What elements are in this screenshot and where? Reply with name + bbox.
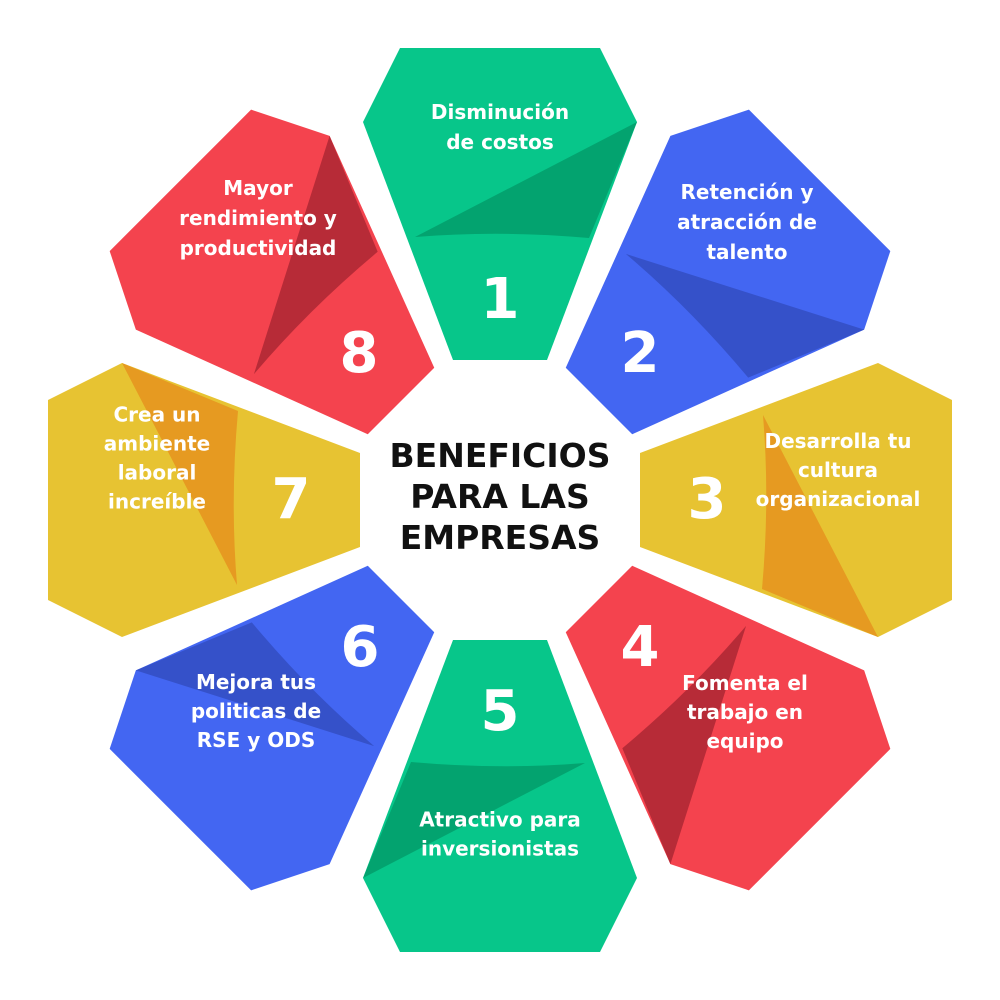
benefit-segment-7: Crea un ambiente laboral increíble 7: [48, 363, 360, 637]
segment-5-label-line-2: inversionistas: [421, 837, 579, 861]
segment-2-label-line-3: talento: [706, 240, 787, 264]
center-title: BENEFICIOS PARA LAS EMPRESAS: [390, 436, 611, 557]
segment-8-label-line-3: productividad: [180, 236, 337, 260]
segment-fill-4: [565, 565, 891, 891]
segment-fill-2: [565, 109, 891, 435]
segment-shape-1: [363, 48, 637, 360]
segment-number-2: 2: [621, 321, 660, 386]
segment-shade-6: [135, 622, 375, 747]
segment-8-label-line-2: rendimiento y: [179, 206, 337, 230]
segment-number-6: 6: [341, 615, 380, 680]
segment-shape-7: [48, 363, 360, 637]
segment-number-3: 3: [688, 467, 727, 532]
segment-shape-3: [640, 363, 952, 637]
segments: Disminución de costos 1 Retención y atracció…: [48, 48, 952, 952]
segment-7-label-line-2: ambiente: [104, 432, 210, 456]
segment-number-7: 7: [272, 467, 311, 532]
segment-number-4: 4: [621, 615, 660, 680]
segment-4-label-line-3: equipo: [706, 729, 783, 753]
segment-3-label-line-2: cultura: [798, 458, 878, 482]
segment-shape-8: [109, 109, 435, 435]
segment-3-label-line-3: organizacional: [756, 487, 921, 511]
segment-2-label-line-2: atracción de: [677, 210, 817, 234]
segment-5-label-line-1: Atractivo para: [419, 808, 581, 832]
segment-7-label-line-1: Crea un: [113, 403, 200, 427]
segment-shape-4: [565, 565, 891, 891]
segment-number-5: 5: [481, 679, 520, 744]
center-title-line-1: BENEFICIOS: [390, 436, 611, 475]
benefit-segment-1: Disminución de costos 1: [363, 48, 637, 360]
segment-1-label-line-1: Disminución: [431, 100, 569, 124]
segment-shape-6: [109, 565, 435, 891]
center-title-line-3: EMPRESAS: [400, 518, 601, 557]
segment-shade-1: [415, 122, 637, 238]
segment-number-1: 1: [481, 267, 520, 332]
segment-shade-3: [762, 415, 878, 637]
segment-fill-8: [109, 109, 435, 435]
segment-6-label-line-3: RSE y ODS: [197, 728, 315, 752]
segment-7-label-line-4: increíble: [108, 490, 206, 514]
segment-shape-2: [565, 109, 891, 435]
segment-4-label-line-1: Fomenta el: [682, 671, 808, 695]
segment-shape-5: [363, 640, 637, 952]
segment-shade-7: [122, 363, 238, 585]
center-title-line-2: PARA LAS: [410, 477, 589, 516]
segment-7-label-line-3: laboral: [118, 461, 197, 485]
segment-shade-2: [625, 253, 865, 378]
segment-4-label-line-2: trabajo en: [687, 700, 803, 724]
segment-shade-5: [363, 762, 585, 878]
benefit-segment-8: Mayor rendimiento y productividad 8: [109, 109, 435, 435]
segment-number-8: 8: [340, 321, 379, 386]
benefit-segment-3: Desarrolla tu cultura organizacional 3: [640, 363, 952, 637]
segment-3-label-line-1: Desarrolla tu: [764, 429, 911, 453]
benefit-segment-5: Atractivo para inversionistas 5: [363, 640, 637, 952]
segment-2-label-line-1: Retención y: [680, 180, 813, 204]
benefit-segment-6: Mejora tus politicas de RSE y ODS 6: [109, 565, 435, 891]
segment-shade-8: [253, 135, 378, 375]
segment-fill-6: [109, 565, 435, 891]
segment-6-label-line-2: politicas de: [191, 699, 321, 723]
segment-1-label-line-2: de costos: [446, 130, 554, 154]
benefit-segment-2: Retención y atracción de talento 2: [565, 109, 891, 435]
segment-shade-4: [622, 625, 747, 865]
segment-8-label-line-1: Mayor: [223, 176, 293, 200]
benefit-segment-4: Fomenta el trabajo en equipo 4: [565, 565, 891, 891]
segment-6-label-line-1: Mejora tus: [196, 670, 316, 694]
